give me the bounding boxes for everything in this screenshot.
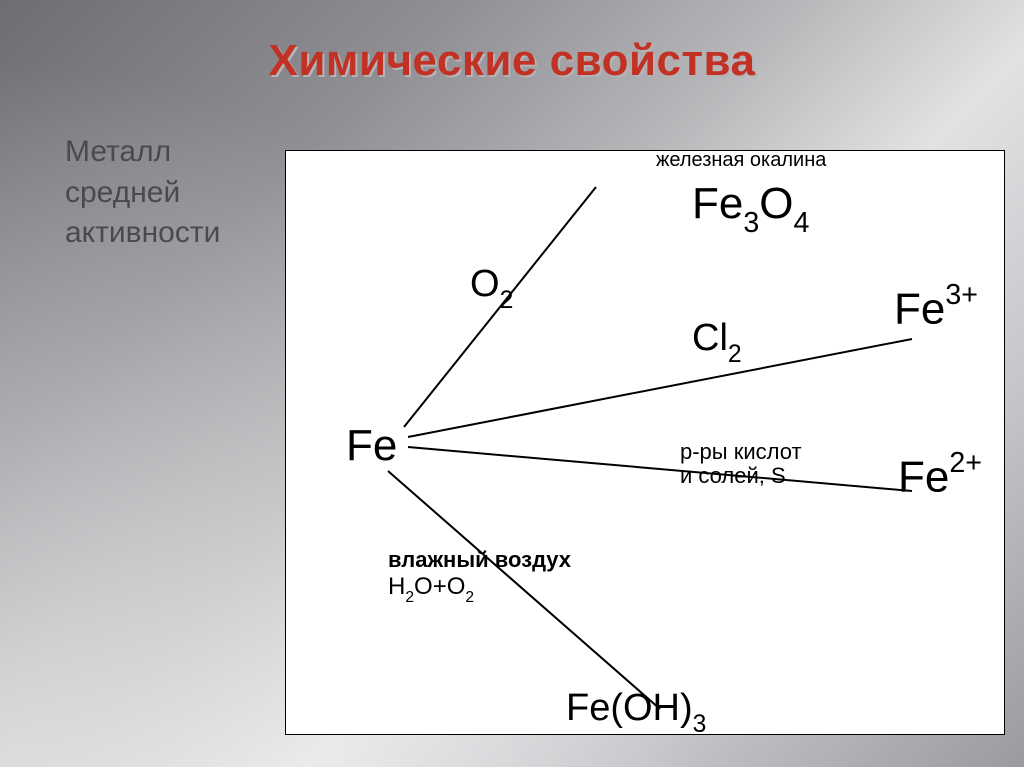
label-fe2plus: Fe2+: [898, 451, 982, 503]
label-cl2: Cl2: [692, 317, 742, 366]
label-okalina: железная окалина: [656, 149, 826, 172]
label-h2o_o2: H2O+O2: [388, 573, 474, 605]
label-o2: O2: [470, 263, 513, 312]
slide-title: Химические свойства: [0, 36, 1024, 86]
label-acids2: и солей, S: [680, 463, 786, 489]
side-description: Металл средней активности: [65, 132, 220, 254]
label-fe3plus: Fe3+: [894, 283, 978, 335]
side-line-1: Металл: [65, 132, 220, 173]
title-text: Химические свойства: [269, 36, 756, 85]
label-feoh3: Fe(OH)3: [566, 687, 706, 736]
label-acids1: р-ры кислот: [680, 439, 802, 465]
label-center: Fe: [346, 421, 397, 471]
diagram-panel: Fe железная окалина Fe3O4 O2 Cl2 Fe3+ р-ры кис…: [285, 150, 1005, 735]
slide: Химические свойства Металл средней актив…: [0, 0, 1024, 767]
side-line-3: активности: [65, 213, 220, 254]
label-vozduh: влажный воздух: [388, 547, 571, 573]
label-fe3o4: Fe3O4: [692, 179, 809, 236]
side-line-2: средней: [65, 173, 220, 214]
